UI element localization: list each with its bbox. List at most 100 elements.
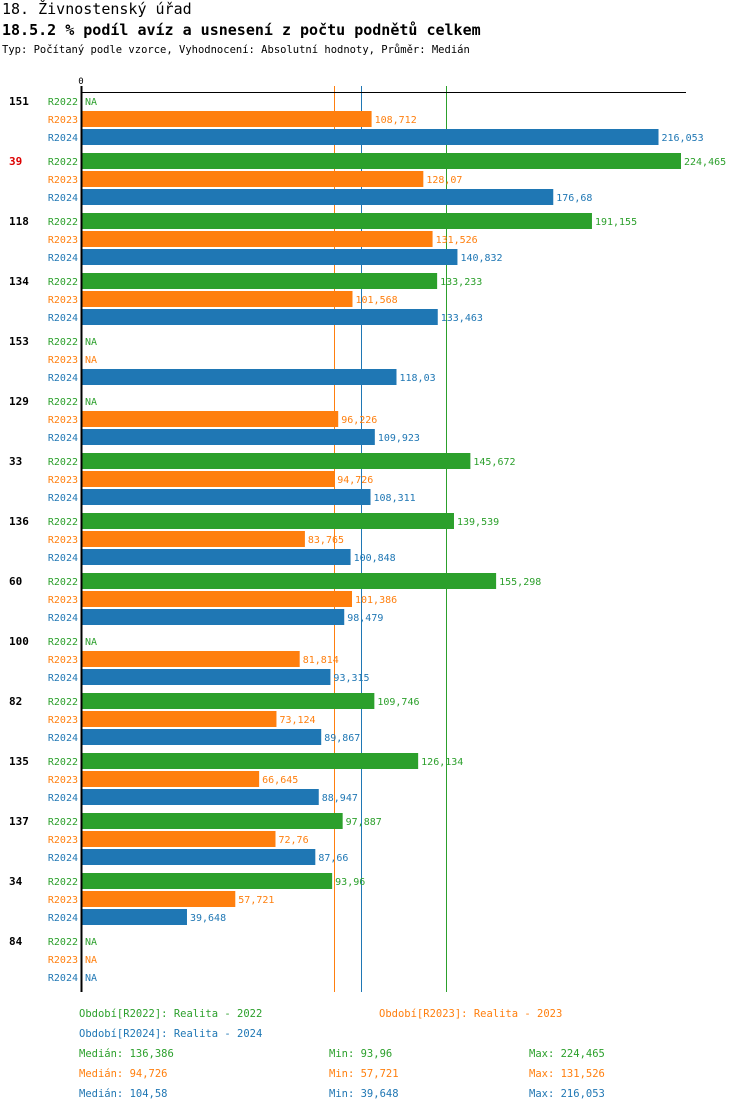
bar-r2024 (81, 549, 351, 565)
bar-r2022 (81, 213, 592, 229)
data-label: 133,233 (440, 277, 482, 288)
data-label: 83,765 (308, 535, 344, 546)
group-label: 33 (9, 455, 22, 468)
x-tick-label: 0 (78, 77, 83, 87)
bar-r2022 (81, 453, 471, 469)
data-label: 145,672 (473, 457, 515, 468)
data-label: 155,298 (499, 577, 541, 588)
series-label: R2022 (48, 757, 78, 768)
bar-r2023 (81, 891, 236, 907)
data-label: 108,712 (375, 115, 417, 126)
bar-r2024 (81, 489, 371, 505)
bar-r2023 (81, 411, 339, 427)
data-label: 97,887 (346, 817, 382, 828)
bar-r2023 (81, 111, 372, 127)
data-label: 191,155 (595, 217, 637, 228)
data-label: 72,76 (278, 835, 308, 846)
data-label: 101,568 (355, 295, 397, 306)
bar-r2024 (81, 309, 438, 325)
data-label: 224,465 (684, 157, 726, 168)
data-label: 133,463 (441, 313, 483, 324)
series-label: R2023 (48, 115, 78, 126)
bar-r2024 (81, 669, 331, 685)
chart-meta: Typ: Počítaný podle vzorce, Vyhodnocení:… (2, 44, 470, 56)
series-label: R2022 (48, 937, 78, 948)
data-label: 109,923 (378, 433, 420, 444)
group-label: 136 (9, 515, 29, 528)
na-label: NA (85, 955, 97, 966)
data-label: 100,848 (354, 553, 396, 564)
na-label: NA (85, 637, 97, 648)
legend-median: Medián: 104,58 (79, 1088, 168, 1100)
series-label: R2024 (48, 913, 78, 924)
data-label: 87,66 (318, 853, 348, 864)
data-label: 39,648 (190, 913, 226, 924)
group-label: 137 (9, 815, 29, 828)
series-label: R2023 (48, 355, 78, 366)
series-label: R2024 (48, 973, 78, 984)
series-label: R2022 (48, 637, 78, 648)
bar-r2022 (81, 693, 375, 709)
series-label: R2022 (48, 277, 78, 288)
group-label: 84 (9, 935, 23, 948)
series-label: R2023 (48, 175, 78, 186)
series-label: R2024 (48, 493, 78, 504)
group-label: 60 (9, 575, 22, 588)
na-label: NA (85, 337, 97, 348)
legend-max: Max: 224,465 (529, 1048, 605, 1060)
series-label: R2023 (48, 715, 78, 726)
data-label: 98,479 (347, 613, 383, 624)
data-label: 73,124 (279, 715, 315, 726)
group-label: 100 (9, 635, 29, 648)
legend-max: Max: 216,053 (529, 1088, 605, 1100)
series-label: R2023 (48, 655, 78, 666)
group-label: 151 (9, 95, 29, 108)
data-label: 101,386 (355, 595, 397, 606)
data-label: 57,721 (238, 895, 274, 906)
series-label: R2022 (48, 457, 78, 468)
series-label: R2024 (48, 253, 78, 264)
data-label: 126,134 (421, 757, 463, 768)
series-label: R2023 (48, 955, 78, 966)
legend-median: Medián: 136,386 (79, 1048, 174, 1060)
series-label: R2023 (48, 295, 78, 306)
na-label: NA (85, 973, 97, 984)
series-label: R2022 (48, 217, 78, 228)
series-label: R2024 (48, 133, 78, 144)
bar-r2022 (81, 873, 333, 889)
series-label: R2024 (48, 733, 78, 744)
series-label: R2024 (48, 853, 78, 864)
bar-r2024 (81, 789, 319, 805)
bar-r2023 (81, 651, 300, 667)
na-label: NA (85, 397, 97, 408)
bar-r2022 (81, 753, 419, 769)
series-label: R2022 (48, 97, 78, 108)
series-label: R2022 (48, 877, 78, 888)
legend-period-r2024: Období[R2024]: Realita - 2024 (79, 1028, 263, 1040)
data-label: 216,053 (662, 133, 704, 144)
group-label: 135 (9, 755, 29, 768)
bar-r2024 (81, 729, 322, 745)
data-label: 139,539 (457, 517, 499, 528)
data-label: 176,68 (556, 193, 592, 204)
bar-r2024 (81, 909, 187, 925)
data-label: 93,315 (333, 673, 369, 684)
series-label: R2023 (48, 595, 78, 606)
bar-r2023 (81, 471, 335, 487)
data-label: 93,96 (335, 877, 365, 888)
bar-r2024 (81, 849, 316, 865)
legend-period-r2023: Období[R2023]: Realita - 2023 (379, 1008, 563, 1020)
series-label: R2023 (48, 535, 78, 546)
series-label: R2024 (48, 613, 78, 624)
data-label: 81,814 (303, 655, 339, 666)
series-label: R2023 (48, 415, 78, 426)
na-label: NA (85, 355, 97, 366)
bar-r2024 (81, 249, 458, 265)
group-label: 134 (9, 275, 29, 288)
bar-r2022 (81, 513, 454, 529)
series-label: R2022 (48, 817, 78, 828)
bar-r2024 (81, 609, 345, 625)
series-label: R2023 (48, 475, 78, 486)
data-label: 109,746 (377, 697, 419, 708)
